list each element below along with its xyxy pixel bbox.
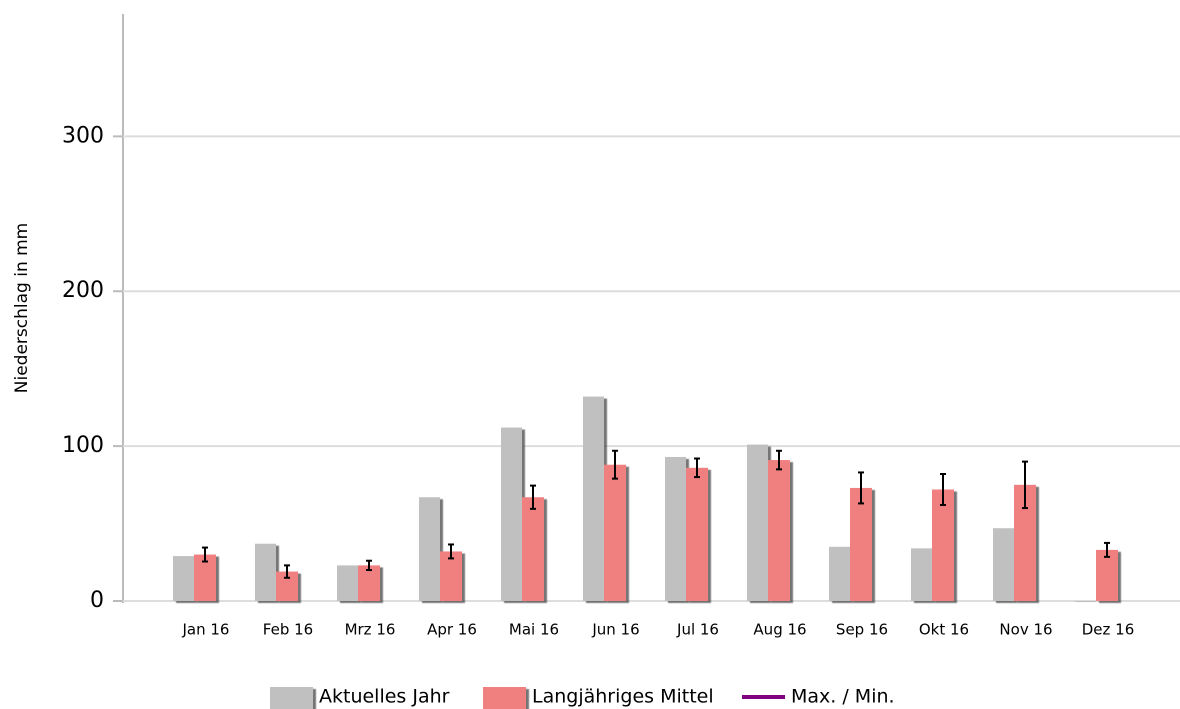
x-tick-label: Feb 16 bbox=[263, 621, 313, 639]
bar bbox=[255, 543, 276, 601]
bar bbox=[173, 556, 194, 601]
error-bar bbox=[1104, 541, 1110, 558]
x-tick-label: Sep 16 bbox=[836, 621, 888, 639]
bar bbox=[194, 554, 216, 601]
y-tick-label: 100 bbox=[62, 433, 104, 458]
bar bbox=[501, 427, 522, 601]
bar bbox=[419, 497, 440, 601]
bar bbox=[583, 396, 604, 601]
x-tick-label: Jan 16 bbox=[182, 621, 230, 639]
bar bbox=[1096, 549, 1118, 601]
legend-swatch bbox=[270, 687, 313, 709]
bar bbox=[604, 464, 626, 601]
bar bbox=[276, 571, 298, 601]
bar bbox=[1075, 601, 1096, 602]
legend-label: Max. / Min. bbox=[791, 686, 895, 708]
bar bbox=[337, 565, 358, 601]
x-tick-label: Okt 16 bbox=[919, 621, 969, 639]
error-bar bbox=[366, 559, 372, 572]
error-bar bbox=[694, 457, 700, 479]
x-tick-label: Dez 16 bbox=[1082, 621, 1135, 639]
x-tick-label: Mrz 16 bbox=[345, 621, 396, 639]
bar bbox=[358, 565, 380, 601]
bar bbox=[665, 456, 686, 601]
y-tick-label: 200 bbox=[62, 278, 104, 303]
error-bar bbox=[530, 484, 536, 510]
bar bbox=[993, 528, 1014, 601]
y-tick-label: 0 bbox=[90, 588, 104, 613]
x-tick-label: Nov 16 bbox=[999, 621, 1052, 639]
bar bbox=[768, 460, 790, 601]
error-bar bbox=[858, 471, 864, 505]
x-tick-label: Apr 16 bbox=[427, 621, 477, 639]
error-bar bbox=[612, 449, 618, 480]
x-tick-label: Mai 16 bbox=[509, 621, 559, 639]
legend-swatch bbox=[483, 687, 526, 709]
y-tick-label: 300 bbox=[62, 123, 104, 148]
y-axis-label: Niederschlag in mm bbox=[12, 223, 32, 393]
bar bbox=[932, 489, 954, 601]
x-tick-label: Jul 16 bbox=[676, 621, 719, 639]
error-bar bbox=[940, 472, 946, 506]
bar bbox=[1014, 484, 1036, 601]
bar bbox=[522, 497, 544, 601]
error-bar bbox=[448, 543, 454, 560]
bar bbox=[440, 551, 462, 601]
bar bbox=[911, 548, 932, 601]
legend-label: Aktuelles Jahr bbox=[319, 686, 450, 708]
bar bbox=[747, 444, 768, 601]
bar bbox=[829, 546, 850, 601]
bar bbox=[850, 487, 872, 601]
error-bar bbox=[202, 546, 208, 563]
x-tick-label: Aug 16 bbox=[753, 621, 806, 639]
error-bar bbox=[776, 449, 782, 471]
error-bar bbox=[284, 564, 290, 579]
legend-label: Langjähriges Mittel bbox=[532, 686, 714, 708]
error-bar bbox=[1022, 460, 1028, 510]
bar bbox=[686, 467, 708, 601]
x-tick-label: Jun 16 bbox=[591, 621, 639, 639]
